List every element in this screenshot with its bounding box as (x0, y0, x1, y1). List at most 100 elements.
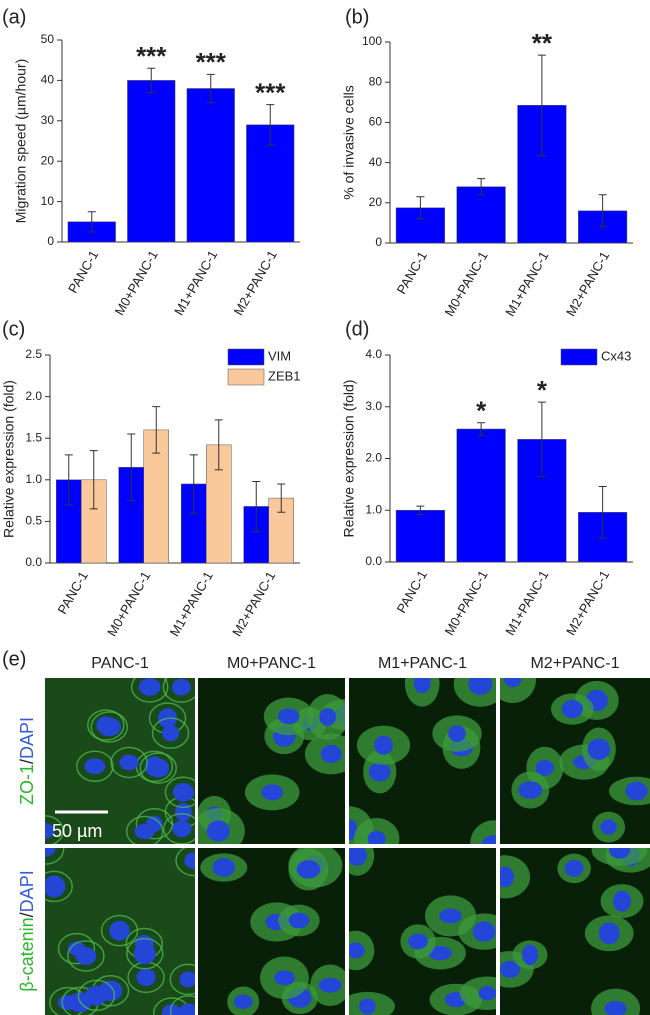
y-tick-label: 2.0 (365, 451, 382, 465)
cell-membrane (76, 750, 114, 783)
error-bar (252, 480, 261, 532)
y-tick-label: 10 (41, 194, 55, 208)
nucleus (119, 754, 139, 771)
error-bar (537, 401, 546, 478)
x-tick-label: M2+PANC-1 (229, 569, 278, 639)
nucleus (96, 716, 116, 734)
bar (186, 88, 235, 243)
column-header: M0+PANC-1 (227, 655, 316, 672)
y-axis-label: % of invasive cells (341, 85, 357, 199)
x-tick-label: PANC-1 (54, 569, 90, 617)
nucleus (587, 738, 611, 760)
bar (395, 510, 445, 563)
bar (456, 186, 506, 244)
cell-membrane (57, 932, 96, 965)
x-tick-label: M0+PANC-1 (104, 569, 153, 639)
nucleus (408, 933, 428, 950)
counterstain: DAPI (17, 870, 37, 912)
cell-membrane (87, 709, 125, 741)
y-tick-label: 30 (41, 113, 55, 127)
nucleus (277, 708, 300, 725)
nucleus (75, 947, 97, 965)
nucleus (45, 823, 55, 839)
error-bar (537, 54, 546, 157)
cell-membrane (67, 940, 105, 972)
nucleus (274, 970, 295, 986)
y-tick-label: 1.0 (25, 472, 42, 486)
cell-membrane (45, 815, 64, 844)
nucleus (368, 761, 391, 782)
cell-membrane (100, 914, 139, 947)
nucleus (233, 994, 253, 1009)
panel-label: (b) (345, 6, 369, 28)
nucleus (522, 944, 539, 966)
nucleus (45, 875, 66, 898)
significance: * (537, 375, 548, 405)
cell-membrane (77, 979, 116, 1012)
nucleus (613, 890, 632, 912)
y-tick-label: 20 (41, 153, 55, 167)
cell-membrane (110, 746, 148, 779)
significance: *** (136, 41, 167, 71)
nucleus (45, 848, 56, 857)
y-axis-label: Relative expression (fold) (1, 380, 17, 538)
micrograph (500, 848, 650, 1015)
nucleus (109, 920, 130, 941)
y-tick-label: 0.0 (365, 554, 382, 568)
panel-label: (c) (2, 318, 25, 340)
y-tick-label: 20 (369, 195, 383, 209)
cell-membrane (45, 870, 73, 903)
y-tick-label: 0 (47, 234, 54, 248)
y-tick-label: 40 (41, 73, 55, 87)
nucleus (535, 759, 554, 776)
legend-label: Cx43 (601, 348, 631, 363)
y-tick-label: 50 (41, 32, 55, 46)
nucleus (478, 986, 496, 1001)
error-bar (87, 211, 96, 233)
legend-label: ZEB1 (268, 368, 301, 383)
legend-swatch (227, 348, 265, 366)
error-bar (189, 454, 198, 514)
error-bar (214, 419, 223, 471)
y-tick-label: 0.0 (25, 555, 42, 569)
bar (127, 80, 176, 243)
nucleus (296, 860, 321, 879)
nucleus (500, 960, 520, 978)
error-bar (277, 483, 286, 513)
row-label: β-catenin/DAPI (17, 870, 37, 991)
separator: / (17, 912, 37, 917)
x-tick-label: M1+PANC-1 (502, 249, 551, 319)
cell-membrane (163, 813, 195, 844)
nucleus (184, 852, 195, 869)
cell (500, 855, 531, 899)
y-tick-label: 100 (362, 34, 382, 48)
y-tick-label: 0 (375, 235, 382, 249)
significance: *** (196, 47, 227, 77)
nucleus (161, 724, 180, 742)
nucleus (138, 678, 161, 696)
y-tick-label: 2.0 (25, 389, 42, 403)
cell-membrane (130, 678, 169, 703)
column-header: M1+PANC-1 (378, 655, 467, 672)
y-tick-label: 80 (369, 74, 383, 88)
x-tick-label: M2+PANC-1 (231, 248, 280, 318)
nucleus (172, 820, 192, 838)
x-tick-label: M0+PANC-1 (112, 248, 161, 318)
nucleus (500, 866, 514, 888)
panel-label: (a) (2, 6, 26, 28)
x-tick-label: M1+PANC-1 (171, 248, 220, 318)
nucleus (448, 725, 466, 742)
nucleus (482, 835, 496, 844)
cell-membrane (164, 776, 195, 809)
micrograph (45, 848, 195, 1015)
error-bar (266, 104, 275, 146)
error-bar (416, 196, 425, 220)
error-bar (598, 485, 607, 539)
x-tick-label: M1+PANC-1 (502, 568, 551, 638)
error-bar (127, 433, 136, 502)
panel-label: (e) (2, 648, 26, 670)
micrograph (349, 678, 496, 844)
y-tick-label: 4.0 (365, 347, 382, 361)
stain: β-catenin (17, 917, 37, 991)
nucleus (133, 943, 156, 965)
